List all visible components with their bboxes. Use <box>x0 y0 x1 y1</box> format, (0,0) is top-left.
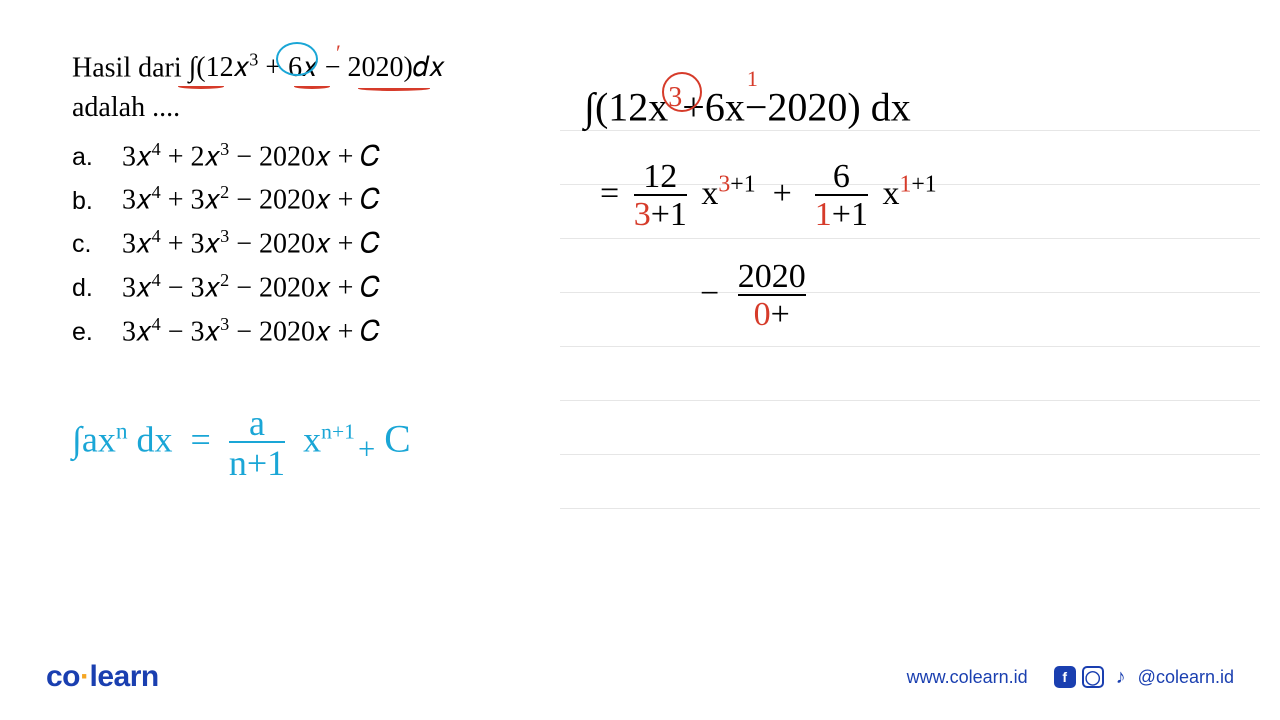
question-prefix: Hasil dari <box>72 52 189 83</box>
hw-den2-red: 1 <box>815 196 832 233</box>
footer-url: www.colearn.id <box>907 667 1028 688</box>
underline-6x <box>294 84 330 89</box>
formula-lhs: ∫ax <box>72 419 116 459</box>
footer: co·learn www.colearn.id f ◯ ♪ @colearn.i… <box>0 660 1280 694</box>
option-body: 3𝑥4 + 2𝑥3 − 2020𝑥 + 𝐶 <box>122 135 380 179</box>
handwriting-line-3: − 2020 0+ <box>700 260 806 332</box>
hw-den3-red: 0 <box>754 296 771 333</box>
logo-learn: learn <box>90 660 159 693</box>
handwriting-line-2: = 12 3+1 x3+1 + 6 1+1 x1+1 <box>600 160 937 232</box>
option-body: 3𝑥4 + 3𝑥2 − 2020𝑥 + 𝐶 <box>122 178 380 222</box>
hw-den1-red: 3 <box>634 196 651 233</box>
logo-co: co <box>46 660 80 693</box>
tiktok-icon: ♪ <box>1110 666 1132 688</box>
formula-num: a <box>229 405 285 441</box>
social-block: f ◯ ♪ @colearn.id <box>1054 666 1234 688</box>
formula-rhs-sup: n+1 <box>321 419 355 443</box>
hw-exp1-red: 3 <box>718 171 730 197</box>
handwriting-line-1: ∫(12x 3 +6x1−2020) dx <box>584 82 911 130</box>
hw-minus: − <box>700 275 719 312</box>
hw-num2: 6 <box>815 160 868 194</box>
option-letter: b. <box>72 182 122 221</box>
option-letter: c. <box>72 225 122 264</box>
formula-lhs-sup: n <box>116 418 128 444</box>
hw-eq: = <box>600 175 619 212</box>
hw-small-1: 1 <box>747 66 758 92</box>
facebook-icon: f <box>1054 666 1076 688</box>
option-letter: e. <box>72 313 122 352</box>
exp1-tick: ′ <box>336 40 341 66</box>
formula-x: x <box>303 419 321 459</box>
hw-exp1-plus1: +1 <box>730 171 755 197</box>
formula-den: n+1 <box>229 441 285 481</box>
option-letter: a. <box>72 138 122 177</box>
hw-exp2-plus1: +1 <box>911 171 936 197</box>
social-handle: @colearn.id <box>1138 667 1234 688</box>
integral-formula: ∫axn dx = a n+1 xn+1 + C <box>72 405 411 481</box>
formula-dx: dx <box>137 419 173 459</box>
option-body: 3𝑥4 + 3𝑥3 − 2020𝑥 + 𝐶 <box>122 222 380 266</box>
option-body: 3𝑥4 − 3𝑥2 − 2020𝑥 + 𝐶 <box>122 266 380 310</box>
hw-exp2-red: 1 <box>899 171 911 197</box>
underline-12x3 <box>178 84 224 89</box>
brand-logo: co·learn <box>46 660 159 694</box>
instagram-icon: ◯ <box>1082 666 1104 688</box>
option-body: 3𝑥4 − 3𝑥3 − 2020𝑥 + 𝐶 <box>122 310 380 354</box>
circle-annotation-x3 <box>276 42 318 76</box>
hw-num1: 12 <box>634 160 687 194</box>
hw-2020: 2020 <box>738 260 806 294</box>
underline-2020 <box>358 86 430 91</box>
option-letter: d. <box>72 269 122 308</box>
logo-dot: · <box>80 660 90 693</box>
formula-eq: = <box>191 419 211 459</box>
